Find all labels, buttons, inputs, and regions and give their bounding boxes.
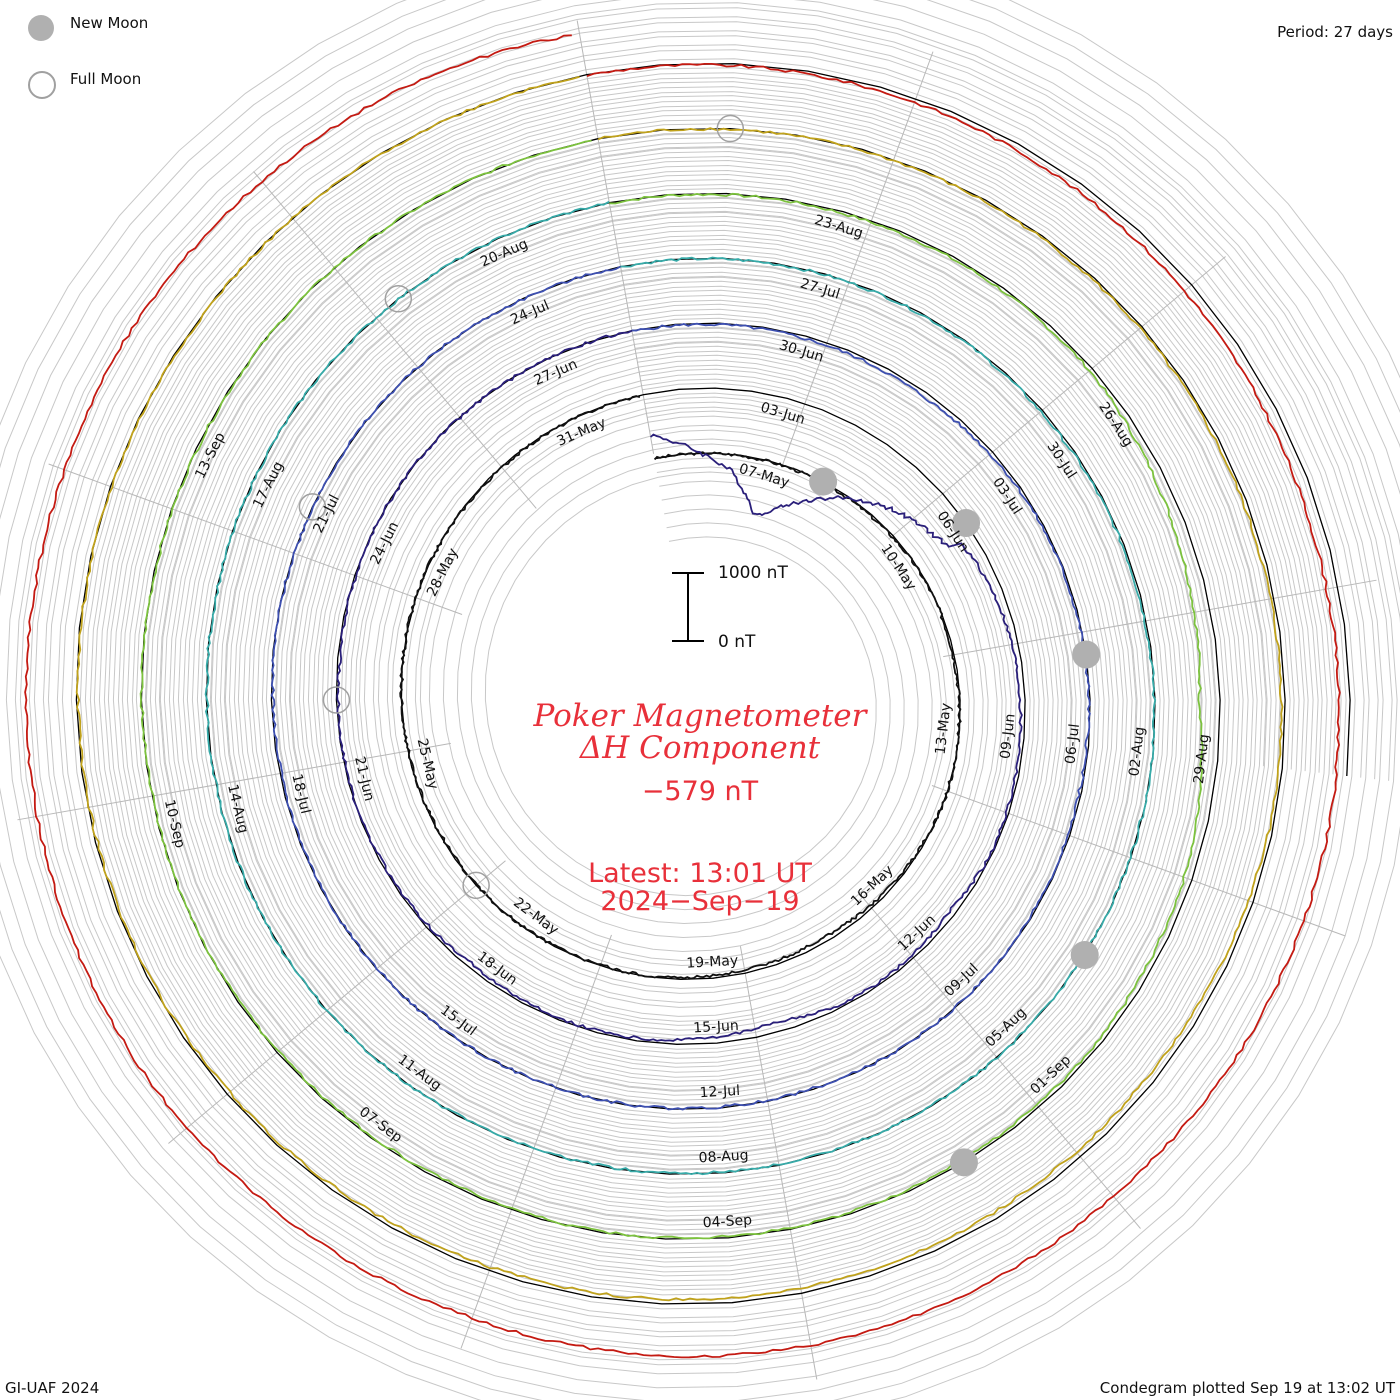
date-label: 30-Jun — [777, 337, 825, 365]
date-spoke — [576, 20, 655, 454]
footer-credit: GI-UAF 2024 — [5, 1379, 100, 1397]
date-spokes — [17, 20, 1377, 1380]
date-spoke — [782, 51, 934, 466]
new-moon-legend-label: New Moon — [70, 14, 149, 32]
date-label: 03-Jun — [759, 400, 807, 428]
full-moon-legend-label: Full Moon — [70, 70, 142, 88]
full-moon-marker — [716, 114, 745, 143]
new-moon-legend-icon — [28, 15, 54, 41]
moon-markers — [298, 114, 1101, 1177]
date-label: 06-Jul — [1062, 723, 1083, 765]
date-label: 02-Aug — [1126, 726, 1148, 777]
current-value: −579 nT — [641, 776, 759, 807]
date-label: 08-Aug — [698, 1148, 749, 1167]
series-line — [204, 200, 1157, 1176]
footer-plot-time: Condegram plotted Sep 19 at 13:02 UT — [1099, 1379, 1395, 1397]
full-moon-marker — [322, 686, 351, 714]
date-label: 29-Aug — [1191, 733, 1213, 784]
date-spoke — [460, 934, 612, 1349]
grid-ring — [103, 91, 1323, 1277]
date-spoke — [168, 860, 506, 1144]
series-line — [336, 329, 1023, 1042]
date-spoke — [931, 785, 1346, 937]
new-moon-marker — [1070, 941, 1099, 970]
grid-ring — [47, 35, 1379, 1333]
series-line — [139, 139, 1204, 1240]
full-moon-marker — [298, 493, 327, 521]
grid-ring — [131, 119, 1295, 1249]
date-label: 13-May — [933, 702, 955, 755]
data-series — [24, 34, 1341, 1359]
new-moon-marker — [952, 509, 981, 538]
period-label: Period: 27 days — [1277, 23, 1393, 41]
date-spoke — [857, 891, 1141, 1229]
full-moon-marker — [384, 285, 413, 313]
grid-ring — [159, 146, 1267, 1221]
date-spoke — [253, 171, 537, 509]
scale-bar-bottom-label: 0 nT — [718, 632, 756, 652]
date-spoke — [17, 742, 451, 821]
scale-bar — [672, 572, 704, 642]
baseline-spiral — [75, 63, 1351, 1305]
spiral-baseline — [75, 63, 1351, 1305]
series-line — [270, 265, 1091, 1111]
grid-ring — [117, 105, 1309, 1263]
date-labels: 07-May10-May13-May16-May19-May22-May25-M… — [161, 212, 1213, 1231]
grid-ring — [61, 49, 1365, 1319]
date-label: 12-Jul — [699, 1083, 740, 1101]
date-spoke — [943, 579, 1377, 658]
series-line — [399, 395, 962, 980]
date-spoke — [888, 256, 1226, 540]
chart-title: Poker Magnetometer — [533, 698, 867, 734]
grid-ring — [5, 0, 1400, 1375]
date-label: 04-Sep — [702, 1212, 752, 1231]
full-moon-legend-icon — [28, 71, 56, 99]
new-moon-marker — [1072, 640, 1101, 669]
new-moon-marker — [949, 1148, 978, 1177]
full-moon-marker — [462, 871, 490, 900]
date-spoke — [739, 946, 818, 1380]
scale-bar-top-label: 1000 nT — [718, 563, 788, 583]
date-spoke — [48, 463, 463, 615]
latest-date: 2024−Sep−19 — [600, 886, 800, 917]
date-label: 09-Jun — [997, 713, 1018, 760]
grid-ring — [145, 133, 1281, 1235]
new-moon-marker — [809, 467, 838, 496]
date-label: 19-May — [686, 953, 739, 972]
series-line — [75, 75, 1284, 1302]
chart-subtitle: ΔH Component — [579, 730, 821, 766]
grid-ring — [19, 7, 1400, 1361]
latest-time: Latest: 13:01 UT — [588, 858, 812, 889]
series-line — [24, 34, 1341, 1359]
date-label: 15-Jun — [693, 1018, 739, 1037]
grid-ring — [33, 21, 1393, 1347]
grid-ring — [89, 77, 1337, 1291]
date-label: 10-May — [877, 541, 919, 593]
